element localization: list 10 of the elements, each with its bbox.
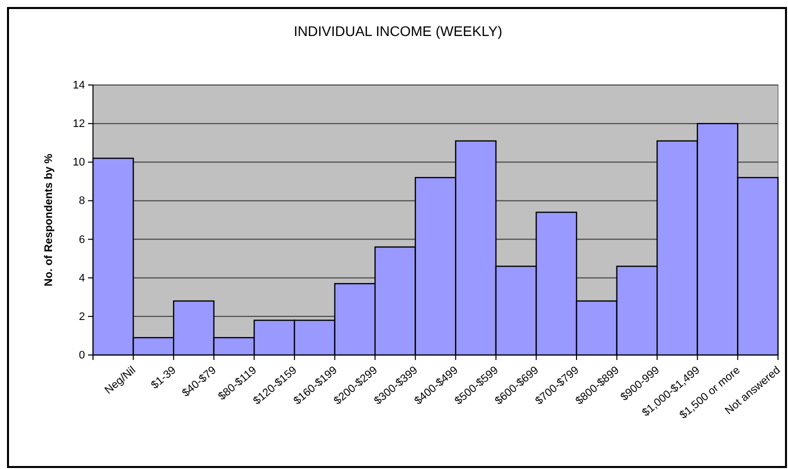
chart-title: INDIVIDUAL INCOME (WEEKLY) [294,23,502,39]
y-axis-title: No. of Respondents by % [43,153,55,286]
y-tick-label: 12 [72,118,85,130]
y-tick-label: 2 [78,310,85,323]
y-tick-label: 0 [78,350,85,362]
y-tick-label: 10 [72,156,85,169]
y-tick-label: 14 [72,80,85,92]
y-tick-label: 4 [78,272,85,284]
y-tick-label: 8 [78,195,85,208]
y-tick-label: 6 [78,234,85,246]
